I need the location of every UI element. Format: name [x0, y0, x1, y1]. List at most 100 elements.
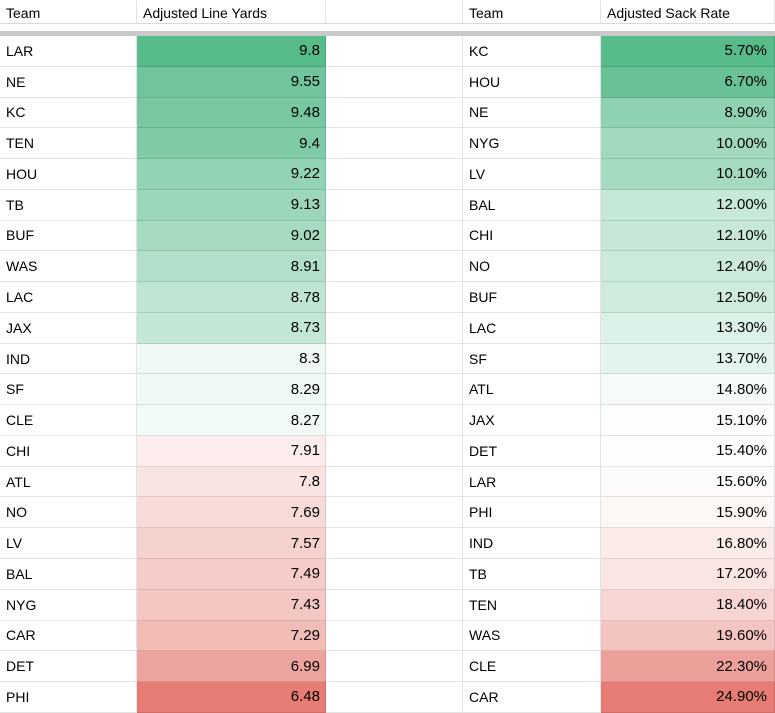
cell-line-yards-value[interactable]: 8.73 [137, 312, 326, 344]
cell-team-right[interactable]: CHI [463, 220, 601, 252]
cell-line-yards-value[interactable]: 9.22 [137, 159, 326, 190]
cell-sack-rate-value[interactable]: 10.10% [601, 159, 775, 190]
cell-team-left[interactable]: NE [0, 66, 137, 98]
cell-sack-rate-value[interactable]: 15.10% [601, 405, 775, 436]
cell-team-left[interactable]: LV [0, 528, 137, 560]
cell-team-right[interactable]: BAL [463, 189, 601, 221]
cell-sack-rate-value[interactable]: 15.90% [601, 497, 775, 529]
cell-team-right[interactable]: BUF [463, 282, 601, 313]
cell-team-right[interactable]: JAX [463, 405, 601, 436]
column-header-team-left[interactable]: Team [0, 0, 137, 24]
cell-empty[interactable] [326, 312, 463, 344]
cell-empty[interactable] [326, 374, 463, 406]
cell-line-yards-value[interactable]: 6.99 [137, 651, 326, 683]
cell-team-right[interactable]: LV [463, 159, 601, 190]
cell-team-right[interactable]: DET [463, 435, 601, 467]
cell-empty[interactable] [326, 343, 463, 375]
cell-line-yards-value[interactable]: 7.91 [137, 435, 326, 467]
cell-team-left[interactable]: WAS [0, 251, 137, 283]
cell-team-left[interactable]: NO [0, 497, 137, 529]
cell-team-left[interactable]: NYG [0, 589, 137, 621]
cell-empty[interactable] [326, 36, 463, 67]
column-header-adjusted-line-yards[interactable]: Adjusted Line Yards [137, 0, 326, 24]
cell-empty[interactable] [326, 220, 463, 252]
cell-team-left[interactable]: JAX [0, 312, 137, 344]
cell-line-yards-value[interactable]: 7.69 [137, 497, 326, 529]
cell-team-left[interactable]: IND [0, 343, 137, 375]
cell-line-yards-value[interactable]: 8.78 [137, 282, 326, 313]
cell-line-yards-value[interactable]: 7.29 [137, 620, 326, 652]
cell-team-left[interactable]: PHI [0, 682, 137, 713]
cell-sack-rate-value[interactable]: 12.10% [601, 220, 775, 252]
cell-team-right[interactable]: ATL [463, 374, 601, 406]
cell-sack-rate-value[interactable]: 5.70% [601, 36, 775, 67]
cell-team-left[interactable]: TEN [0, 128, 137, 160]
cell-empty[interactable] [326, 251, 463, 283]
cell-team-right[interactable]: IND [463, 528, 601, 560]
cell-sack-rate-value[interactable]: 19.60% [601, 620, 775, 652]
cell-line-yards-value[interactable]: 8.91 [137, 251, 326, 283]
cell-team-left[interactable]: BUF [0, 220, 137, 252]
cell-empty[interactable] [326, 497, 463, 529]
cell-team-right[interactable]: KC [463, 36, 601, 67]
cell-team-right[interactable]: CAR [463, 682, 601, 713]
cell-empty[interactable] [326, 282, 463, 313]
cell-team-left[interactable]: LAC [0, 282, 137, 313]
cell-team-right[interactable]: PHI [463, 497, 601, 529]
cell-empty[interactable] [326, 97, 463, 129]
cell-line-yards-value[interactable]: 9.4 [137, 128, 326, 160]
cell-team-left[interactable]: TB [0, 189, 137, 221]
cell-line-yards-value[interactable]: 6.48 [137, 682, 326, 713]
cell-team-right[interactable]: SF [463, 343, 601, 375]
cell-team-right[interactable]: NYG [463, 128, 601, 160]
cell-team-left[interactable]: SF [0, 374, 137, 406]
cell-empty[interactable] [326, 559, 463, 590]
cell-sack-rate-value[interactable]: 17.20% [601, 559, 775, 590]
cell-empty[interactable] [326, 159, 463, 190]
cell-sack-rate-value[interactable]: 22.30% [601, 651, 775, 683]
frozen-row-divider[interactable] [0, 31, 775, 36]
cell-team-right[interactable]: TEN [463, 589, 601, 621]
cell-team-right[interactable]: WAS [463, 620, 601, 652]
cell-sack-rate-value[interactable]: 16.80% [601, 528, 775, 560]
cell-empty[interactable] [326, 651, 463, 683]
cell-team-right[interactable]: TB [463, 559, 601, 590]
cell-team-right[interactable]: LAC [463, 312, 601, 344]
cell-team-left[interactable]: HOU [0, 159, 137, 190]
cell-sack-rate-value[interactable]: 13.30% [601, 312, 775, 344]
cell-line-yards-value[interactable]: 7.43 [137, 589, 326, 621]
cell-team-right[interactable]: CLE [463, 651, 601, 683]
cell-sack-rate-value[interactable]: 6.70% [601, 66, 775, 98]
cell-line-yards-value[interactable]: 9.55 [137, 66, 326, 98]
cell-sack-rate-value[interactable]: 8.90% [601, 97, 775, 129]
cell-team-left[interactable]: ATL [0, 466, 137, 498]
cell-sack-rate-value[interactable]: 15.40% [601, 435, 775, 467]
cell-sack-rate-value[interactable]: 12.50% [601, 282, 775, 313]
cell-empty[interactable] [326, 435, 463, 467]
cell-sack-rate-value[interactable]: 15.60% [601, 466, 775, 498]
cell-sack-rate-value[interactable]: 24.90% [601, 682, 775, 713]
cell-empty[interactable] [326, 589, 463, 621]
cell-sack-rate-value[interactable]: 14.80% [601, 374, 775, 406]
cell-line-yards-value[interactable]: 8.29 [137, 374, 326, 406]
cell-line-yards-value[interactable]: 7.8 [137, 466, 326, 498]
cell-team-right[interactable]: NO [463, 251, 601, 283]
cell-sack-rate-value[interactable]: 12.40% [601, 251, 775, 283]
cell-team-left[interactable]: CAR [0, 620, 137, 652]
cell-team-left[interactable]: LAR [0, 36, 137, 67]
cell-team-left[interactable]: KC [0, 97, 137, 129]
cell-team-right[interactable]: NE [463, 97, 601, 129]
column-header-team-right[interactable]: Team [463, 0, 601, 24]
cell-line-yards-value[interactable]: 8.3 [137, 343, 326, 375]
cell-team-left[interactable]: CHI [0, 435, 137, 467]
cell-line-yards-value[interactable]: 8.27 [137, 405, 326, 436]
cell-line-yards-value[interactable]: 9.02 [137, 220, 326, 252]
cell-empty[interactable] [326, 466, 463, 498]
cell-team-left[interactable]: CLE [0, 405, 137, 436]
cell-empty[interactable] [326, 405, 463, 436]
cell-line-yards-value[interactable]: 7.49 [137, 559, 326, 590]
cell-team-left[interactable]: DET [0, 651, 137, 683]
cell-team-right[interactable]: HOU [463, 66, 601, 98]
cell-empty[interactable] [326, 528, 463, 560]
cell-line-yards-value[interactable]: 7.57 [137, 528, 326, 560]
